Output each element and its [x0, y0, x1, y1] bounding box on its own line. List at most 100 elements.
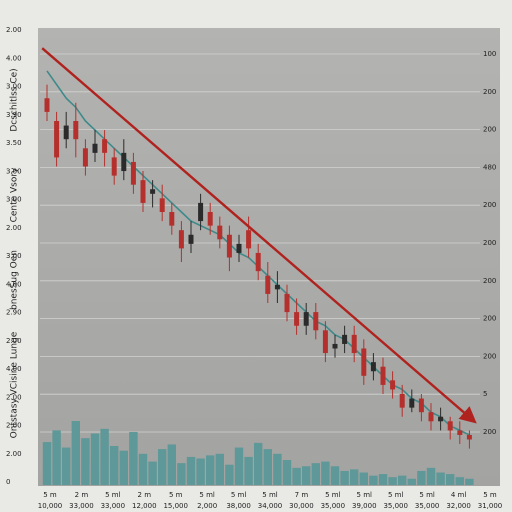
x-label: 39,000: [352, 502, 377, 510]
trend-arrow: [41, 47, 477, 424]
candle-body: [217, 225, 223, 240]
candle-body: [82, 148, 88, 167]
volume-bar: [100, 428, 109, 485]
y2-label: 200: [483, 428, 496, 436]
candle-body: [63, 125, 69, 140]
volume-bar: [417, 470, 426, 485]
candle-body: [159, 198, 165, 212]
x-label: 12,000: [132, 502, 157, 510]
y-label: 3.00: [6, 196, 22, 204]
candle-body: [207, 212, 213, 226]
x-label: 35,000: [383, 502, 408, 510]
side-text: Ontstasy VCisine Lunge: [10, 331, 20, 438]
y-label: 2.00: [6, 422, 22, 430]
volume-bar: [81, 438, 90, 485]
candle-body: [294, 312, 300, 326]
side-text: Cente Vsory: [10, 167, 20, 223]
x-label: 33,000: [69, 502, 94, 510]
volume-bar: [206, 455, 215, 485]
volume-bar: [359, 472, 368, 485]
volume-bar: [52, 430, 61, 485]
volume-bar: [292, 467, 301, 485]
x-label: 35,000: [415, 502, 440, 510]
y-label: 4.00: [6, 280, 22, 288]
candle-body: [226, 234, 232, 258]
x-label: 2 m: [138, 491, 152, 499]
volume-bar: [234, 447, 244, 485]
volume-bar: [446, 474, 455, 485]
volume-bar: [330, 466, 340, 485]
volume-bar: [110, 446, 119, 485]
side-text: bnesSug Oen: [10, 250, 20, 310]
candle-body: [399, 394, 405, 408]
volume-bar: [167, 444, 176, 485]
y2-label: 200: [483, 352, 496, 360]
volume-bar: [177, 463, 186, 485]
volume-bar: [388, 477, 397, 485]
volume-bar: [148, 461, 157, 485]
candle-body: [342, 334, 348, 344]
x-label: 31,000: [478, 502, 503, 510]
x-label: 5 ml: [388, 491, 403, 499]
volume-bar: [62, 447, 71, 485]
volume-bar: [42, 442, 52, 485]
candle-body: [418, 398, 424, 413]
x-label: 4 ml: [451, 491, 466, 499]
x-label: 38,000: [226, 502, 251, 510]
y-label: 3.00: [6, 252, 22, 260]
y-label: 3.50: [6, 139, 22, 147]
candle-body: [457, 430, 463, 435]
candle-body: [140, 180, 146, 203]
volume-bar: [263, 449, 272, 485]
candle-body: [284, 293, 290, 313]
candle-body: [92, 143, 98, 153]
candle-body: [54, 121, 60, 158]
x-label: 5 m: [169, 491, 183, 499]
x-label: 5 ml: [262, 491, 277, 499]
volume-bar: [369, 475, 378, 485]
candle-body: [466, 434, 472, 440]
volume-bar: [350, 469, 359, 485]
y-label: 0: [6, 478, 10, 486]
y-label: 4.00: [6, 54, 22, 62]
volume-bar: [321, 461, 330, 485]
y2-label: 200: [483, 277, 496, 285]
volume-bar: [273, 453, 282, 485]
volume-bar: [378, 474, 388, 485]
candle-body: [44, 98, 50, 112]
volume-bar: [302, 466, 311, 485]
y2-label: 200: [483, 88, 496, 96]
volume-bar: [436, 472, 445, 485]
y2-label: 200: [483, 315, 496, 323]
x-label: 5 m: [483, 491, 497, 499]
y-label: 2.00: [6, 337, 22, 345]
side-text: Dcschitlss Ce): [10, 68, 20, 131]
x-label: 32,000: [446, 502, 471, 510]
x-label: 33,000: [101, 502, 126, 510]
y-label: 2.00: [6, 26, 22, 34]
y2-label: 5: [483, 390, 487, 398]
y2-label: 200: [483, 201, 496, 209]
x-label: 15,000: [163, 502, 188, 510]
volume-bar: [138, 453, 148, 485]
candle-body: [390, 380, 396, 390]
x-label: 2 m: [75, 491, 89, 499]
volume-bar: [340, 470, 349, 485]
candle-body: [351, 334, 357, 354]
candle-body: [370, 362, 376, 372]
volume-bar: [186, 456, 196, 485]
y-label: 3.00: [6, 167, 22, 175]
volume-bar: [71, 421, 80, 485]
x-label: 5 ml: [419, 491, 434, 499]
volume-bar: [196, 458, 205, 485]
candle-body: [246, 230, 252, 249]
candle-body: [361, 348, 367, 376]
x-label: 35,000: [321, 502, 346, 510]
volume-bar: [254, 442, 263, 485]
volume-bar: [119, 450, 128, 485]
candle-body: [380, 366, 386, 385]
x-label: 5 ml: [199, 491, 214, 499]
volume-bar: [426, 467, 436, 485]
candle-body: [73, 121, 79, 140]
volume-bar: [282, 460, 292, 485]
